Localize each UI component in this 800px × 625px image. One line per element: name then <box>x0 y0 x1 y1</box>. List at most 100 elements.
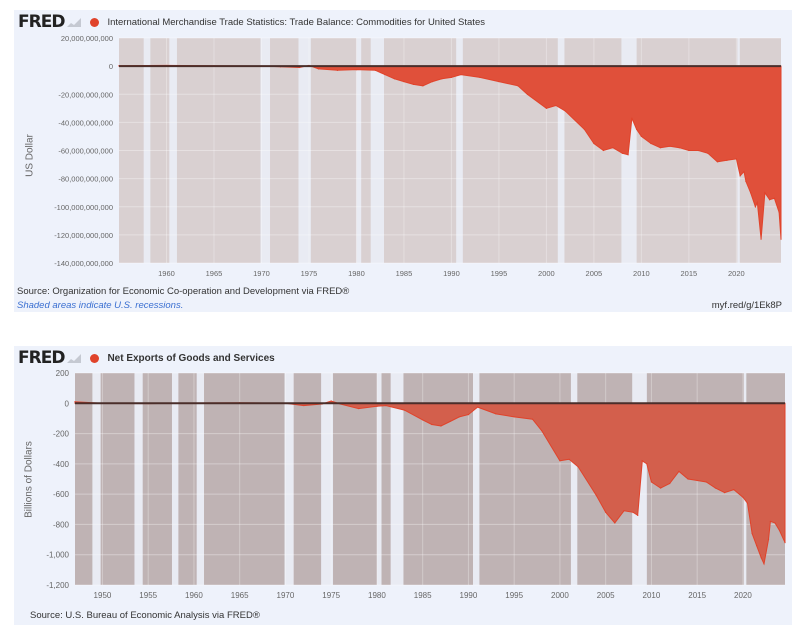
data-point <box>513 416 515 418</box>
data-point <box>650 481 653 483</box>
data-point <box>393 78 396 80</box>
data-point <box>358 407 360 410</box>
data-point <box>422 419 424 421</box>
data-point <box>705 481 707 483</box>
data-point <box>742 496 744 498</box>
data-point <box>631 117 633 119</box>
data-point <box>623 510 625 512</box>
fred-logo[interactable]: FRED <box>18 12 65 32</box>
data-point <box>495 413 497 415</box>
data-point <box>545 107 548 109</box>
data-point <box>650 142 652 145</box>
data-point <box>632 511 634 513</box>
data-point <box>460 73 462 76</box>
data-point <box>336 69 339 71</box>
data-point <box>621 152 623 154</box>
data-point <box>450 76 453 78</box>
y-tick-label: -20,000,000,000 <box>58 90 113 99</box>
x-tick-label: 1995 <box>491 269 508 278</box>
data-point <box>735 158 737 160</box>
data-point <box>669 145 671 147</box>
data-point <box>517 85 519 87</box>
y-tick-label: -800 <box>53 520 70 529</box>
data-point <box>602 149 604 152</box>
chart-header: FRED Net Exports of Goods and Services <box>18 348 275 368</box>
data-point <box>564 110 566 112</box>
data-point <box>739 175 741 177</box>
data-point <box>74 401 76 403</box>
recession-note-link[interactable]: Shaded areas indicate U.S. recessions. <box>17 300 184 311</box>
data-point <box>385 404 387 407</box>
data-point <box>669 482 671 485</box>
data-point <box>756 201 758 204</box>
data-point <box>577 466 579 468</box>
data-point <box>568 458 570 460</box>
recession-band <box>284 373 294 585</box>
data-point <box>636 128 638 131</box>
recession-band <box>169 38 177 263</box>
recession-band <box>171 373 179 585</box>
data-point <box>746 502 749 504</box>
data-point <box>303 404 305 407</box>
y-tick-label: -600 <box>53 490 70 499</box>
x-tick-label: 1985 <box>396 269 413 278</box>
y-tick-label: -1,000 <box>46 551 69 560</box>
data-point <box>612 147 614 149</box>
data-point <box>697 149 699 152</box>
data-point <box>733 489 735 491</box>
data-point <box>751 532 753 535</box>
x-tick-label: 1990 <box>443 269 460 278</box>
legend-swatch <box>90 17 100 27</box>
trade-balance-chart[interactable]: 20,000,000,000 0 -20,000,000,000 -40,000,00… <box>14 10 792 280</box>
data-point <box>431 423 433 426</box>
data-point <box>317 68 320 70</box>
data-point <box>412 83 415 86</box>
data-point <box>422 85 424 87</box>
data-point <box>637 514 639 516</box>
x-tick-label: 1995 <box>505 591 523 600</box>
data-point <box>498 80 500 83</box>
data-point <box>641 460 643 462</box>
x-tick-label: 1965 <box>231 591 249 600</box>
data-point <box>659 487 662 489</box>
data-point <box>440 425 442 427</box>
data-point <box>696 479 698 482</box>
x-tick-label: 1990 <box>460 591 478 600</box>
data-point <box>541 429 543 432</box>
recession-band <box>92 373 101 585</box>
fred-chart-icon <box>67 18 82 27</box>
data-point <box>756 545 758 547</box>
data-point <box>374 69 377 71</box>
short-url-link[interactable]: myf.red/g/1Ek8P <box>711 300 782 311</box>
fred-logo[interactable]: FRED <box>18 348 65 368</box>
y-tick-label: -1,200 <box>46 581 69 590</box>
data-point <box>773 197 775 199</box>
data-point <box>605 511 607 513</box>
x-tick-label: 2010 <box>643 591 661 600</box>
data-point <box>774 522 776 524</box>
data-point <box>627 154 629 156</box>
x-tick-label: 2020 <box>728 269 745 278</box>
data-point <box>780 238 782 240</box>
source-note: Source: Organization for Economic Co-ope… <box>17 286 350 297</box>
y-tick-label: 0 <box>65 399 70 408</box>
data-point <box>750 192 752 194</box>
data-point <box>526 93 529 95</box>
x-tick-label: 1960 <box>158 269 175 278</box>
recession-band <box>356 38 362 263</box>
data-point <box>764 192 766 194</box>
data-point <box>640 135 642 138</box>
y-tick-label: -200 <box>53 430 70 439</box>
recession-band <box>473 373 480 585</box>
chart-title: International Merchandise Trade Statisti… <box>107 16 485 28</box>
legend-swatch <box>90 353 100 363</box>
recession-band <box>570 373 578 585</box>
data-point <box>760 238 762 240</box>
data-point <box>614 522 616 524</box>
data-point <box>298 66 301 69</box>
x-tick-label: 1965 <box>206 269 223 278</box>
data-point <box>330 400 332 402</box>
data-point <box>678 470 680 473</box>
data-point <box>555 104 557 107</box>
